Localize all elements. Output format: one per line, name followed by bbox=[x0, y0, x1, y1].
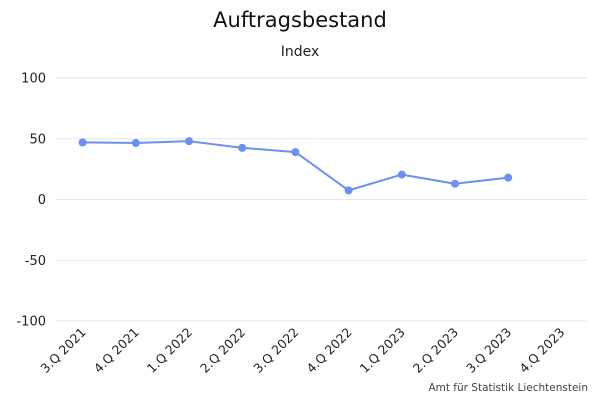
x-tick-label: 4.Q 2022 bbox=[303, 325, 354, 376]
y-axis-ticks: 100 50 0 -50 -100 bbox=[16, 72, 46, 330]
y-tick-label: -100 bbox=[16, 315, 46, 330]
grid-layer bbox=[56, 77, 588, 322]
data-point bbox=[185, 137, 193, 146]
x-tick-label: 3.Q 2021 bbox=[37, 325, 88, 376]
y-tick-label: 100 bbox=[21, 72, 46, 87]
data-point bbox=[397, 170, 406, 179]
y-tick-label: -50 bbox=[25, 254, 46, 269]
y-tick-label: 0 bbox=[38, 193, 46, 208]
chart-subtitle: Index bbox=[280, 44, 320, 60]
x-tick-label: 4.Q 2023 bbox=[516, 325, 567, 376]
x-tick-label: 1.Q 2022 bbox=[144, 325, 195, 376]
y-tick-label: 50 bbox=[29, 132, 46, 147]
series-layer bbox=[78, 137, 513, 195]
data-point bbox=[78, 138, 87, 147]
x-tick-label: 1.Q 2023 bbox=[357, 325, 408, 376]
chart-title: Auftragsbestand bbox=[213, 8, 387, 32]
source-credit: Amt für Statistik Liechtenstein bbox=[428, 382, 588, 394]
x-tick-label: 3.Q 2022 bbox=[250, 325, 301, 376]
data-point bbox=[344, 186, 353, 195]
data-point bbox=[238, 143, 247, 152]
data-point bbox=[291, 148, 300, 157]
x-tick-label: 4.Q 2021 bbox=[91, 325, 142, 376]
x-axis-ticks: 3.Q 2021 4.Q 2021 1.Q 2022 2.Q 2022 3.Q 2022… bbox=[37, 325, 567, 376]
x-tick-label: 2.Q 2022 bbox=[197, 325, 248, 376]
data-point bbox=[504, 173, 513, 182]
data-point bbox=[451, 179, 459, 188]
data-point bbox=[131, 139, 140, 148]
x-tick-label: 3.Q 2023 bbox=[463, 325, 514, 376]
x-tick-label: 2.Q 2023 bbox=[410, 325, 461, 376]
